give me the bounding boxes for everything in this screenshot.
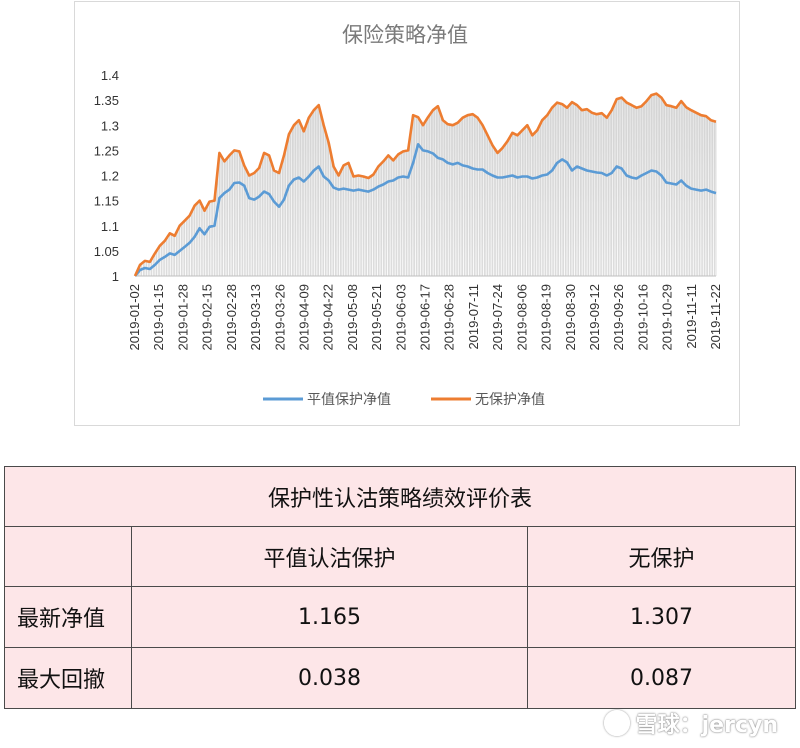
x-tick-label: 2019-08-06	[514, 284, 529, 351]
x-tick-label: 2019-06-28	[442, 284, 457, 351]
x-tick-label: 2019-02-15	[200, 284, 215, 351]
y-tick-label: 1.3	[101, 118, 119, 133]
x-tick-label: 2019-01-02	[127, 284, 142, 351]
chart-title: 保险策略净值	[342, 23, 468, 47]
series-line-no-protection	[133, 92, 717, 277]
table-row: 最新净值 1.165 1.307	[4, 586, 797, 648]
snowball-logo-icon	[603, 710, 630, 736]
legend: 平值保护净值 无保护净值	[263, 392, 545, 408]
x-tick-label: 2019-04-22	[321, 284, 336, 351]
x-axis: 2019-01-02 2019-01-15 2019-01-28 2019-02-15…	[127, 275, 723, 351]
y-tick-label: 1.05	[94, 244, 119, 259]
x-tick-label: 2019-11-11	[684, 284, 699, 349]
x-tick-label: 2019-09-12	[587, 284, 602, 351]
x-tick-label: 2019-07-11	[466, 284, 481, 350]
x-tick-label: 2019-10-16	[635, 284, 650, 351]
chart-fill-hatch	[135, 93, 717, 276]
y-axis: 1 1.05 1.1 1.15 1.2 1.25 1.3 1.35 1.4	[94, 68, 119, 284]
x-tick-label: 2019-10-29	[660, 284, 675, 351]
y-tick-label: 1.15	[94, 194, 119, 209]
x-tick-label: 2019-11-22	[708, 284, 723, 350]
area-fill	[135, 93, 716, 276]
cell-max-drawdown-none: 0.087	[526, 647, 797, 709]
x-tick-label: 2019-03-13	[248, 284, 263, 351]
y-tick-label: 1.35	[94, 93, 119, 108]
cell-max-drawdown-atm: 0.038	[131, 647, 528, 709]
cell-latest-nav-atm: 1.165	[131, 586, 528, 648]
chart-svg: 保险策略净值 1 1.05 1.1 1.15 1.2 1.25 1.3 1.35 1.4 201…	[94, 23, 723, 408]
evaluation-table: 保护性认沽策略绩效评价表 平值认沽保护 无保护 最新净值 1.165 1.307…	[3, 466, 797, 709]
x-tick-label: 2019-08-19	[539, 284, 554, 351]
watermark-text: 雪球：jercyn	[635, 713, 778, 738]
x-tick-label: 2019-08-30	[563, 284, 578, 351]
table-row: 最大回撤 0.038 0.087	[4, 647, 797, 709]
x-tick-label: 2019-05-08	[345, 284, 360, 351]
y-tick-label: 1.1	[101, 219, 119, 234]
x-tick-label: 2019-06-17	[418, 284, 433, 351]
x-tick-label: 2019-06-03	[393, 284, 408, 351]
series-line-atm-protection	[134, 143, 717, 277]
watermark: 雪球：jercyn	[603, 708, 778, 738]
table-title: 保护性认沽策略绩效评价表	[3, 466, 797, 527]
cell-latest-nav-none: 1.307	[526, 586, 797, 648]
x-tick-label: 2019-07-24	[490, 284, 505, 351]
x-tick-label: 2019-05-21	[369, 284, 384, 351]
x-tick-label: 2019-01-28	[175, 284, 190, 351]
y-tick-label: 1	[112, 269, 119, 284]
legend-label: 无保护净值	[475, 392, 545, 408]
row-label-max-drawdown: 最大回撤	[4, 647, 132, 709]
y-tick-label: 1.25	[94, 143, 119, 158]
row-label-latest-nav: 最新净值	[4, 586, 132, 648]
chart-panel: 保险策略净值 1 1.05 1.1 1.15 1.2 1.25 1.3 1.35 1.4 201…	[74, 1, 740, 426]
x-tick-label: 2019-02-28	[224, 284, 239, 351]
x-tick-label: 2019-09-26	[611, 284, 626, 351]
y-tick-label: 1.4	[101, 68, 119, 83]
series-lines	[133, 92, 717, 277]
header-cell-atm-protection: 平值认沽保护	[131, 526, 528, 587]
x-tick-label: 2019-03-26	[272, 284, 287, 351]
legend-label: 平值保护净值	[307, 392, 391, 408]
header-cell-empty	[4, 526, 132, 587]
y-tick-label: 1.2	[101, 169, 119, 184]
x-tick-label: 2019-01-15	[151, 284, 166, 351]
x-tick-label: 2019-04-09	[297, 284, 312, 351]
header-cell-no-protection: 无保护	[526, 526, 797, 587]
